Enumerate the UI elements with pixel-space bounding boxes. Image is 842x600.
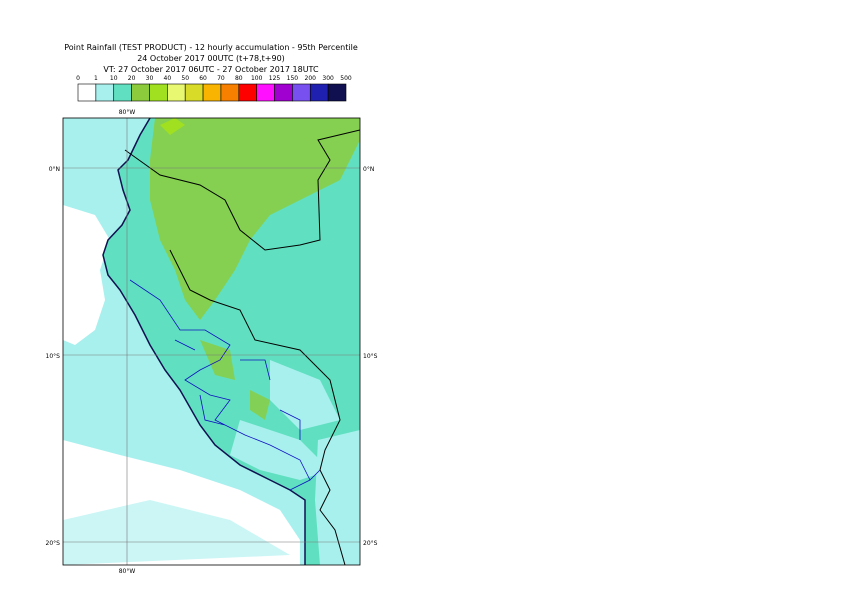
lat-label: 10°S: [363, 353, 378, 360]
legend-swatch: [77, 83, 97, 102]
region-borders: [129, 279, 321, 491]
legend-swatch: [327, 83, 347, 102]
heavy-rain: [160, 118, 185, 135]
legend-swatch: [184, 83, 204, 102]
legend-swatch: [309, 83, 329, 102]
heavy-rain: [150, 118, 360, 320]
legend-swatch: [238, 83, 257, 102]
legend-label: 30: [146, 75, 154, 82]
title-line: Point Rainfall (TEST PRODUCT) - 12 hourl…: [64, 43, 358, 52]
legend-label: 200: [305, 75, 317, 82]
legend-label: 40: [164, 75, 172, 82]
legend-label: 60: [199, 75, 207, 82]
legend-swatch: [220, 83, 240, 102]
title-line: VT: 27 October 2017 06UTC - 27 October 2…: [103, 65, 319, 74]
lat-label: 0°N: [363, 166, 374, 173]
lat-label: 20°S: [363, 540, 378, 547]
rain-area: [315, 430, 360, 565]
legend-label: 10: [110, 75, 118, 82]
legend-swatch: [95, 83, 115, 102]
lat-label: 20°S: [46, 540, 61, 547]
legend-swatch: [131, 83, 150, 102]
legend-swatch: [274, 83, 293, 102]
legend-label: 0: [76, 75, 80, 82]
legend-swatch: [167, 83, 186, 102]
legend-swatch: [149, 83, 168, 102]
legend-swatch: [202, 83, 222, 102]
legend-label: 100: [251, 75, 263, 82]
border: [124, 129, 360, 565]
title-line: 24 October 2017 00UTC (t+78,t+90): [137, 54, 285, 63]
heavy-rain: [200, 340, 270, 420]
legend-label: 150: [287, 75, 299, 82]
legend-swatch: [292, 83, 311, 102]
legend-label: 1: [94, 75, 98, 82]
legend-swatch: [256, 83, 275, 102]
legend-label: 300: [322, 75, 334, 82]
lon-label: 80°W: [119, 568, 136, 575]
rain-area: [63, 500, 290, 565]
legend-label: 20: [128, 75, 136, 82]
map-frame: [62, 117, 361, 566]
legend-label: 70: [217, 75, 225, 82]
lat-label: 10°S: [46, 353, 61, 360]
legend-swatch: [113, 83, 132, 102]
coastline: [102, 118, 306, 565]
legend-label: 50: [181, 75, 189, 82]
dry-area: [63, 205, 110, 345]
legend: 0 1 10 20 30 40 50 60 70 80 100 125 150 200 300 500: [76, 75, 352, 102]
lat-label: 0°N: [49, 166, 60, 173]
legend-label: 125: [269, 75, 281, 82]
legend-label: 80: [235, 75, 243, 82]
lon-label: 80°W: [119, 109, 136, 116]
map: [63, 118, 360, 565]
rain-area: [270, 360, 340, 430]
legend-label: 500: [340, 75, 352, 82]
